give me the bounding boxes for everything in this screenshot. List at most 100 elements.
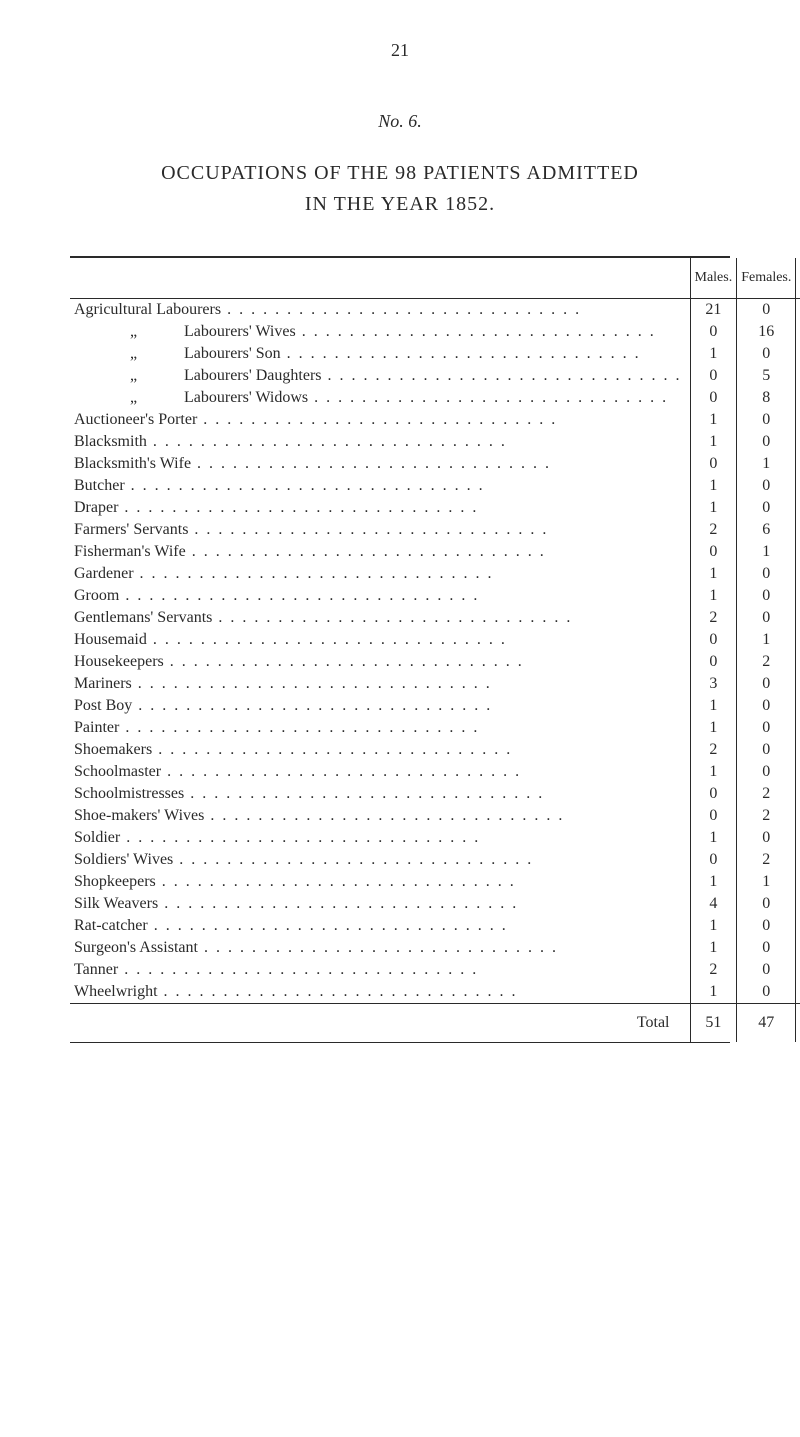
occupation-label: Housekeepers bbox=[74, 653, 168, 671]
females-cell: 0 bbox=[737, 695, 796, 717]
occupation-cell: Auctioneer's Porter bbox=[70, 409, 690, 431]
total-cell: 1 bbox=[796, 497, 800, 519]
occupation-label: Draper bbox=[74, 499, 122, 517]
females-cell: 0 bbox=[737, 915, 796, 937]
occupation-cell: Gardener bbox=[70, 563, 690, 585]
males-cell: 1 bbox=[690, 871, 737, 893]
males-cell: 2 bbox=[690, 959, 737, 981]
occupation-label: Soldier bbox=[74, 829, 124, 847]
table-row: Housekeepers022 bbox=[70, 651, 800, 673]
total-cell: 8 bbox=[796, 519, 800, 541]
females-cell: 1 bbox=[737, 629, 796, 651]
occupation-label: Silk Weavers bbox=[74, 895, 162, 913]
table-row: Tanner202 bbox=[70, 959, 800, 981]
total-cell: 2 bbox=[796, 959, 800, 981]
males-cell: 0 bbox=[690, 321, 737, 343]
occupation-cell: Housekeepers bbox=[70, 651, 690, 673]
males-cell: 2 bbox=[690, 739, 737, 761]
females-cell: 6 bbox=[737, 519, 796, 541]
ditto-mark: „ bbox=[130, 345, 184, 363]
table-row: Shoe-makers' Wives022 bbox=[70, 805, 800, 827]
header-occupation bbox=[70, 258, 690, 299]
table-row: Agricultural Labourers21021 bbox=[70, 299, 800, 322]
occupation-label: Groom bbox=[74, 587, 123, 605]
occupation-cell: Blacksmith's Wife bbox=[70, 453, 690, 475]
occupation-cell: Farmers' Servants bbox=[70, 519, 690, 541]
occupation-label: Labourers' Son bbox=[184, 345, 285, 363]
table-row: „Labourers' Daughters055 bbox=[70, 365, 800, 387]
males-cell: 2 bbox=[690, 519, 737, 541]
total-females: 47 bbox=[737, 1004, 796, 1043]
total-cell: 2 bbox=[796, 783, 800, 805]
occupation-cell: Shopkeepers bbox=[70, 871, 690, 893]
females-cell: 2 bbox=[737, 849, 796, 871]
total-cell: 1 bbox=[796, 827, 800, 849]
total-cell: 1 bbox=[796, 409, 800, 431]
females-cell: 16 bbox=[737, 321, 796, 343]
occupation-label: Painter bbox=[74, 719, 123, 737]
total-cell: 1 bbox=[796, 937, 800, 959]
occupation-label: Mariners bbox=[74, 675, 136, 693]
occupation-label: Wheelwright bbox=[74, 983, 162, 1001]
ditto-mark: „ bbox=[130, 389, 184, 407]
females-cell: 0 bbox=[737, 761, 796, 783]
males-cell: 1 bbox=[690, 981, 737, 1004]
table-row: Rat-catcher101 bbox=[70, 915, 800, 937]
females-cell: 0 bbox=[737, 299, 796, 322]
page-number: 21 bbox=[70, 40, 730, 61]
occupation-cell: Schoolmistresses bbox=[70, 783, 690, 805]
females-cell: 0 bbox=[737, 409, 796, 431]
males-cell: 21 bbox=[690, 299, 737, 322]
males-cell: 1 bbox=[690, 585, 737, 607]
occupation-cell: Fisherman's Wife bbox=[70, 541, 690, 563]
occupation-cell: Gentlemans' Servants bbox=[70, 607, 690, 629]
occupation-label: Shoemakers bbox=[74, 741, 156, 759]
males-cell: 1 bbox=[690, 937, 737, 959]
total-cell: 1 bbox=[796, 541, 800, 563]
total-cell: 1 bbox=[796, 585, 800, 607]
females-cell: 0 bbox=[737, 893, 796, 915]
total-cell: 3 bbox=[796, 673, 800, 695]
table-row: Gentlemans' Servants202 bbox=[70, 607, 800, 629]
occupation-label: Fisherman's Wife bbox=[74, 543, 190, 561]
occupation-label: Blacksmith's Wife bbox=[74, 455, 195, 473]
table-row: Schoolmaster101 bbox=[70, 761, 800, 783]
table-row: Wheelwright101 bbox=[70, 981, 800, 1004]
total-label: Total bbox=[70, 1004, 690, 1043]
females-cell: 0 bbox=[737, 739, 796, 761]
males-cell: 0 bbox=[690, 783, 737, 805]
females-cell: 1 bbox=[737, 871, 796, 893]
table-row: Farmers' Servants268 bbox=[70, 519, 800, 541]
occupation-label: Labourers' Widows bbox=[184, 389, 312, 407]
females-cell: 8 bbox=[737, 387, 796, 409]
table-row: Silk Weavers404 bbox=[70, 893, 800, 915]
occupation-cell: Housemaid bbox=[70, 629, 690, 651]
females-cell: 1 bbox=[737, 541, 796, 563]
table-row: Blacksmith's Wife011 bbox=[70, 453, 800, 475]
occupations-table: Males. Females. Total. Agricultural Labo… bbox=[70, 258, 800, 1042]
occupation-cell: Soldiers' Wives bbox=[70, 849, 690, 871]
occupation-cell: Shoe-makers' Wives bbox=[70, 805, 690, 827]
table-body: Agricultural Labourers21021„Labourers' W… bbox=[70, 299, 800, 1004]
total-cell: 4 bbox=[796, 893, 800, 915]
males-cell: 1 bbox=[690, 497, 737, 519]
females-cell: 0 bbox=[737, 563, 796, 585]
occupation-cell: Groom bbox=[70, 585, 690, 607]
males-cell: 1 bbox=[690, 827, 737, 849]
total-cell: 5 bbox=[796, 365, 800, 387]
occupation-cell: „Labourers' Daughters bbox=[70, 365, 690, 387]
occupation-label: Surgeon's Assistant bbox=[74, 939, 202, 957]
total-cell: 1 bbox=[796, 343, 800, 365]
females-cell: 2 bbox=[737, 651, 796, 673]
occupation-label: Labourers' Wives bbox=[184, 323, 300, 341]
occupation-label: Blacksmith bbox=[74, 433, 151, 451]
occupation-label: Gentlemans' Servants bbox=[74, 609, 216, 627]
table-row: Housemaid011 bbox=[70, 629, 800, 651]
total-cell: 1 bbox=[796, 563, 800, 585]
total-males: 51 bbox=[690, 1004, 737, 1043]
males-cell: 1 bbox=[690, 915, 737, 937]
table-row: Gardener101 bbox=[70, 563, 800, 585]
occupation-cell: Mariners bbox=[70, 673, 690, 695]
occupations-table-container: Males. Females. Total. Agricultural Labo… bbox=[70, 256, 730, 1043]
occupation-label: Auctioneer's Porter bbox=[74, 411, 201, 429]
